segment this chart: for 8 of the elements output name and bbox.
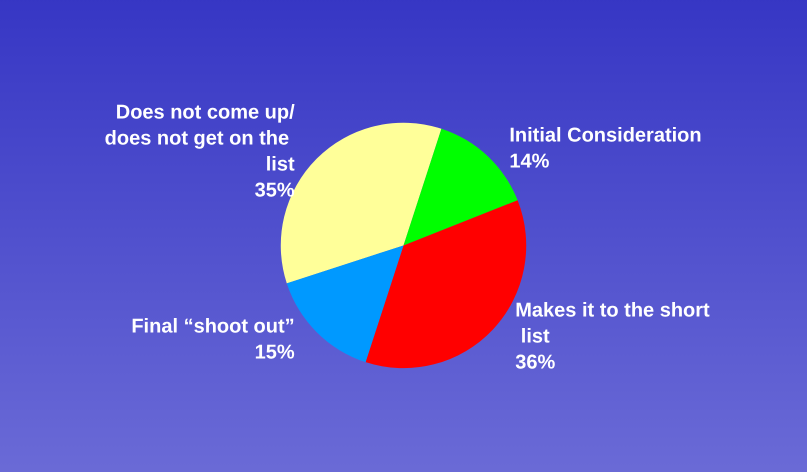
data-label: 36% [515, 351, 556, 374]
slice-label: Final “shoot out” [131, 315, 295, 338]
slice-label: Initial Consideration [509, 124, 702, 147]
slice-label: Does not come up/does not get on the list [104, 102, 296, 176]
slice-label: Makes it to the short list [515, 299, 710, 348]
data-label: 14% [509, 150, 550, 173]
data-label: 35% [254, 180, 295, 202]
data-label: 15% [254, 341, 295, 364]
